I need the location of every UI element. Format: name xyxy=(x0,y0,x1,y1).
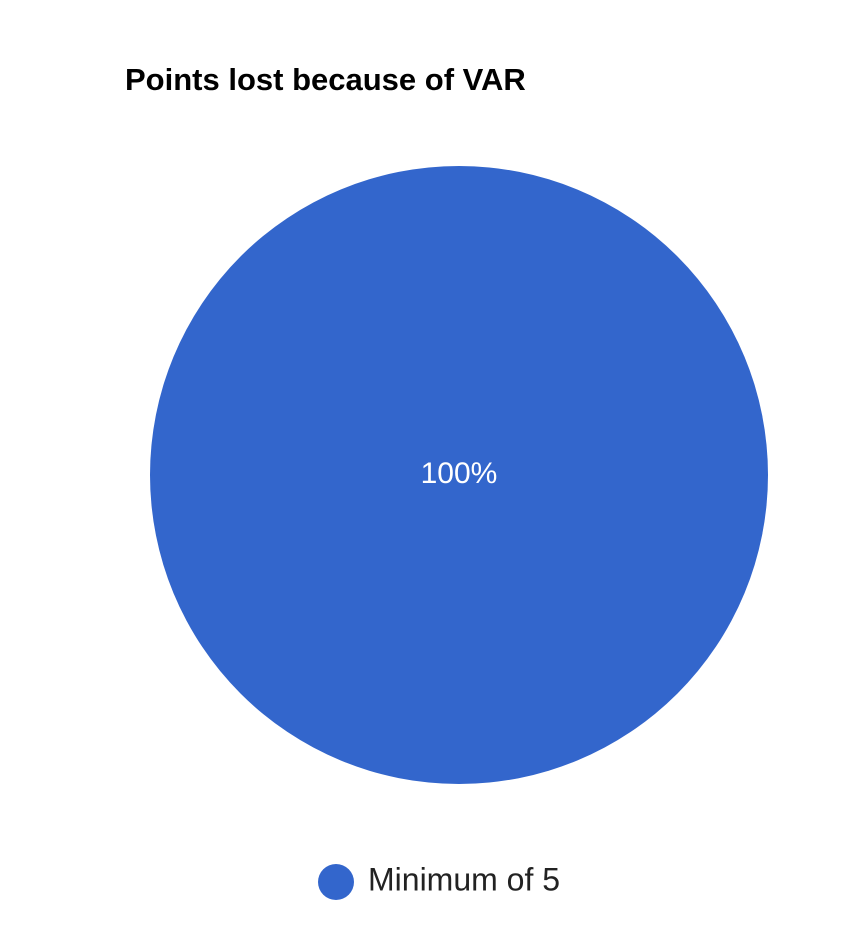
legend-swatch xyxy=(318,864,354,900)
chart-title: Points lost because of VAR xyxy=(125,62,526,97)
legend-label: Minimum of 5 xyxy=(368,861,560,897)
data-label: 100% xyxy=(421,457,498,490)
pie-slice xyxy=(150,166,768,784)
